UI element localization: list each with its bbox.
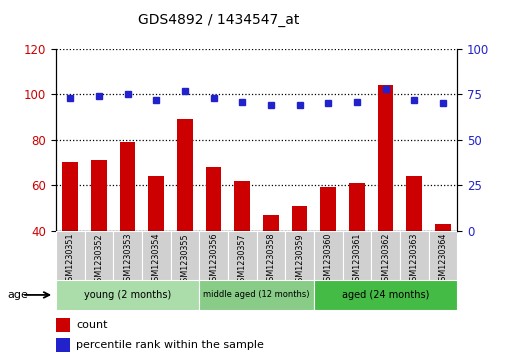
- Bar: [377, 85, 393, 231]
- Bar: [177, 119, 193, 231]
- Bar: [148, 176, 164, 231]
- Bar: [234, 180, 250, 231]
- Text: GSM1230353: GSM1230353: [123, 233, 132, 286]
- Text: GSM1230360: GSM1230360: [324, 233, 333, 286]
- Bar: [314, 231, 342, 280]
- Text: GSM1230357: GSM1230357: [238, 233, 247, 286]
- Bar: [56, 231, 84, 280]
- Bar: [435, 224, 451, 231]
- Bar: [91, 160, 107, 231]
- Bar: [285, 231, 314, 280]
- Bar: [142, 231, 171, 280]
- Text: GSM1230351: GSM1230351: [66, 233, 75, 286]
- Text: middle aged (12 months): middle aged (12 months): [203, 290, 310, 299]
- Text: GSM1230363: GSM1230363: [409, 233, 419, 286]
- Text: GSM1230355: GSM1230355: [180, 233, 189, 286]
- Text: aged (24 months): aged (24 months): [342, 290, 429, 300]
- Bar: [371, 231, 400, 280]
- Bar: [263, 215, 279, 231]
- Bar: [257, 231, 285, 280]
- Bar: [292, 205, 307, 231]
- Bar: [199, 231, 228, 280]
- Text: GSM1230354: GSM1230354: [152, 233, 161, 286]
- Text: percentile rank within the sample: percentile rank within the sample: [76, 340, 264, 350]
- Text: age: age: [8, 290, 28, 300]
- Bar: [199, 280, 314, 310]
- Bar: [113, 231, 142, 280]
- Bar: [62, 163, 78, 231]
- Bar: [56, 280, 199, 310]
- Text: GSM1230352: GSM1230352: [94, 233, 104, 286]
- Bar: [321, 187, 336, 231]
- Text: GSM1230361: GSM1230361: [353, 233, 361, 286]
- Bar: [171, 231, 199, 280]
- Text: count: count: [76, 320, 108, 330]
- Text: GSM1230364: GSM1230364: [438, 233, 448, 286]
- Text: GDS4892 / 1434547_at: GDS4892 / 1434547_at: [138, 13, 299, 27]
- Text: GSM1230358: GSM1230358: [266, 233, 275, 286]
- Bar: [400, 231, 429, 280]
- Text: GSM1230362: GSM1230362: [381, 233, 390, 286]
- Bar: [84, 231, 113, 280]
- Bar: [349, 183, 365, 231]
- Text: GSM1230359: GSM1230359: [295, 233, 304, 286]
- Bar: [314, 280, 457, 310]
- Text: GSM1230356: GSM1230356: [209, 233, 218, 286]
- Text: young (2 months): young (2 months): [84, 290, 171, 300]
- Bar: [429, 231, 457, 280]
- Bar: [228, 231, 257, 280]
- Bar: [342, 231, 371, 280]
- Bar: [120, 142, 136, 231]
- Bar: [56, 318, 70, 332]
- Bar: [56, 338, 70, 352]
- Bar: [206, 167, 221, 231]
- Bar: [406, 176, 422, 231]
